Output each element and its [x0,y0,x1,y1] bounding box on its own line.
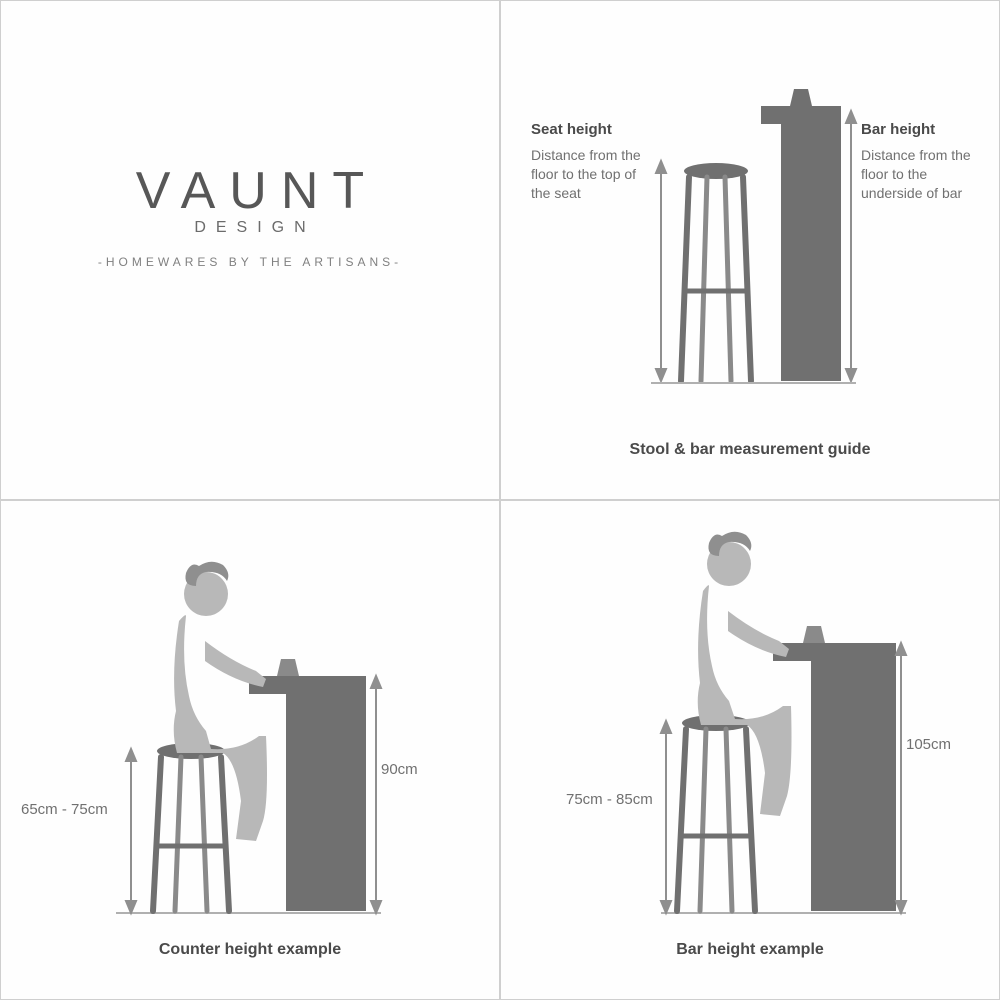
panel-bar-example: 75cm - 85cm 105cm Bar height example [500,500,1000,1000]
panel-logo: VAUNT DESIGN -HOMEWARES BY THE ARTISANS- [0,0,500,500]
infographic-grid: VAUNT DESIGN -HOMEWARES BY THE ARTISANS-… [0,0,1000,1000]
brand-sub: DESIGN [11,219,499,237]
panel-measurement-guide: Seat height Distance from the floor to t… [500,0,1000,500]
counter-illustration [1,501,500,1000]
panel-counter-example: 65cm - 75cm 90cm Counter height example [0,500,500,1000]
brand-tagline: -HOMEWARES BY THE ARTISANS- [1,255,499,269]
bar-illustration [501,501,1000,1000]
brand-name: VAUNT [15,161,499,221]
brand-logo: VAUNT DESIGN -HOMEWARES BY THE ARTISANS- [1,161,499,269]
guide-illustration [501,1,1000,500]
